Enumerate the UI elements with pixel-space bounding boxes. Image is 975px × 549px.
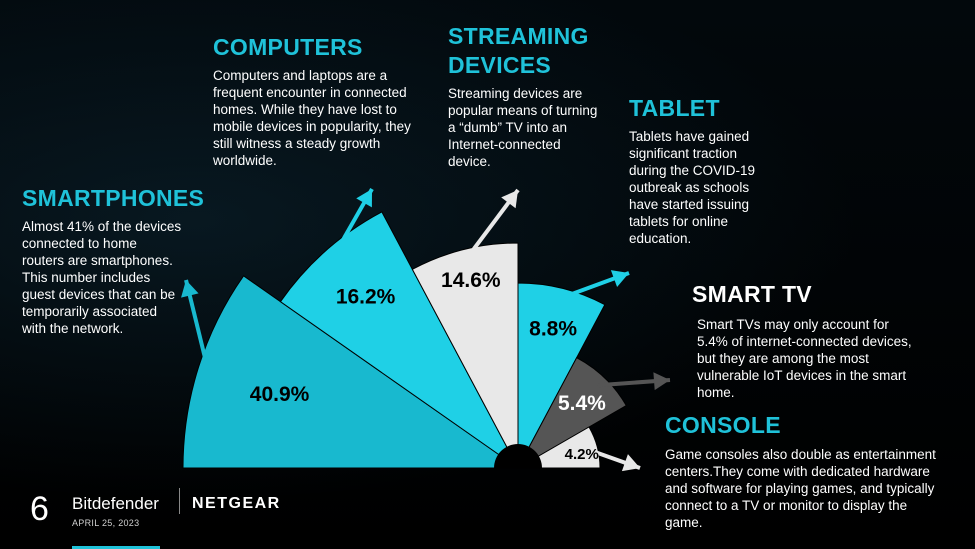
- arrowhead-tablet: [610, 270, 629, 287]
- tablet-title: TABLET: [629, 95, 720, 121]
- arrowhead-computers: [356, 189, 372, 208]
- date: APRIL 25, 2023: [72, 518, 140, 528]
- page-number: 6: [30, 490, 49, 528]
- label-streaming-devices: 14.6%: [441, 269, 501, 292]
- bitdefender-logo: Bitdefender: [72, 494, 159, 513]
- smartphones-title: SMARTPHONES: [22, 185, 205, 211]
- slice-computers: [279, 211, 519, 469]
- slice-streaming-devices: [411, 242, 519, 469]
- slice-tablet: [517, 282, 606, 469]
- smartphones-text: Almost 41% of the devices connected to h…: [22, 219, 182, 336]
- label-smartphones: 40.9%: [250, 383, 310, 406]
- arrowhead-smart-tv: [653, 372, 670, 391]
- computers-text: Computers and laptops are a frequent enc…: [213, 68, 411, 168]
- label-console: 4.2%: [565, 446, 599, 463]
- netgear-logo: NETGEAR: [192, 495, 281, 512]
- streaming-text: Streaming devices are popular means of t…: [448, 86, 598, 169]
- console-title: CONSOLE: [665, 412, 781, 438]
- console-text: Game consoles also double as entertainme…: [665, 447, 936, 530]
- smarttv-text: Smart TVs may only account for 5.4% of i…: [697, 317, 912, 400]
- slice-smartphones: [182, 275, 520, 469]
- arrowhead-streaming-devices: [501, 190, 518, 209]
- smarttv-title: SMART TV: [692, 281, 812, 307]
- computers-title: COMPUTERS: [213, 34, 363, 60]
- footer-accent-bar: [72, 546, 160, 549]
- label-computers: 16.2%: [336, 286, 396, 309]
- arrowhead-smartphones: [181, 280, 199, 298]
- arrowhead-console: [621, 454, 640, 472]
- label-tablet: 8.8%: [529, 317, 577, 340]
- label-smart-tv: 5.4%: [558, 392, 606, 415]
- streaming-title: STREAMING DEVICES: [448, 23, 589, 78]
- center-hub: [494, 444, 542, 468]
- tablet-text: Tablets have gained significant traction…: [629, 129, 756, 246]
- brand-divider: [179, 488, 180, 514]
